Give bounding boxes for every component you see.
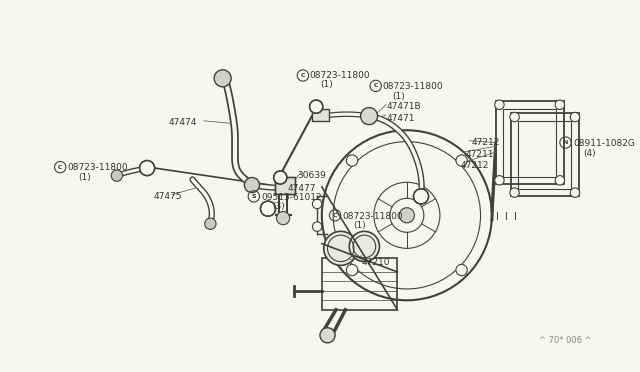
Text: 08911-1082G: 08911-1082G (573, 139, 635, 148)
Text: N: N (563, 140, 568, 145)
Text: 47471: 47471 (386, 114, 415, 123)
Circle shape (260, 201, 276, 216)
Bar (275, 177, 296, 193)
Circle shape (555, 100, 564, 109)
Text: 09513-61012: 09513-61012 (261, 193, 322, 202)
Text: 30639: 30639 (298, 171, 326, 180)
Text: (1): (1) (78, 173, 91, 182)
Circle shape (324, 231, 358, 265)
Circle shape (495, 100, 504, 109)
Text: 47212: 47212 (461, 161, 489, 170)
Text: 47477: 47477 (288, 184, 316, 193)
Text: (1): (1) (353, 221, 366, 230)
Circle shape (312, 199, 322, 209)
Circle shape (276, 212, 290, 225)
Circle shape (244, 177, 259, 193)
Text: (1): (1) (393, 93, 405, 102)
Bar (511, 113, 579, 196)
Text: C: C (333, 213, 337, 218)
Circle shape (346, 155, 358, 166)
Circle shape (312, 222, 322, 231)
Text: ^ 70* 006 ^: ^ 70* 006 ^ (539, 336, 592, 345)
Text: (3): (3) (272, 202, 285, 211)
Bar (495, 101, 564, 184)
Circle shape (456, 155, 467, 166)
Circle shape (214, 70, 231, 87)
Circle shape (495, 176, 504, 185)
Circle shape (510, 188, 519, 197)
Circle shape (310, 100, 323, 113)
Circle shape (399, 208, 415, 223)
Text: 47471B: 47471B (386, 102, 420, 111)
Circle shape (456, 264, 467, 276)
Circle shape (349, 231, 380, 262)
Circle shape (570, 112, 580, 122)
Text: C: C (58, 164, 63, 170)
Text: (4): (4) (584, 149, 596, 158)
Bar (322, 258, 397, 310)
Text: 08723-11800: 08723-11800 (68, 163, 129, 172)
Circle shape (510, 112, 519, 122)
Circle shape (570, 188, 580, 197)
Circle shape (205, 218, 216, 230)
Bar (503, 109, 556, 177)
Circle shape (360, 108, 378, 125)
Text: 08723-11800: 08723-11800 (310, 71, 370, 80)
Bar (275, 177, 296, 193)
Text: 47211: 47211 (465, 150, 494, 159)
Text: (1): (1) (320, 80, 333, 89)
Circle shape (274, 171, 287, 184)
Circle shape (346, 264, 358, 276)
Circle shape (555, 176, 564, 185)
Circle shape (140, 160, 155, 176)
Text: 08723-11800: 08723-11800 (382, 82, 443, 91)
Circle shape (413, 189, 429, 204)
Text: 47210: 47210 (362, 258, 390, 267)
Circle shape (320, 328, 335, 343)
Circle shape (111, 170, 122, 181)
Text: 47212: 47212 (471, 138, 499, 147)
Bar (312, 109, 330, 121)
Text: C: C (301, 73, 305, 78)
Text: 08723-11800: 08723-11800 (342, 212, 403, 221)
Text: S: S (252, 194, 256, 199)
Text: C: C (373, 83, 378, 89)
Text: 47474: 47474 (169, 118, 197, 127)
Bar (518, 121, 572, 189)
Text: 47475: 47475 (154, 192, 182, 201)
